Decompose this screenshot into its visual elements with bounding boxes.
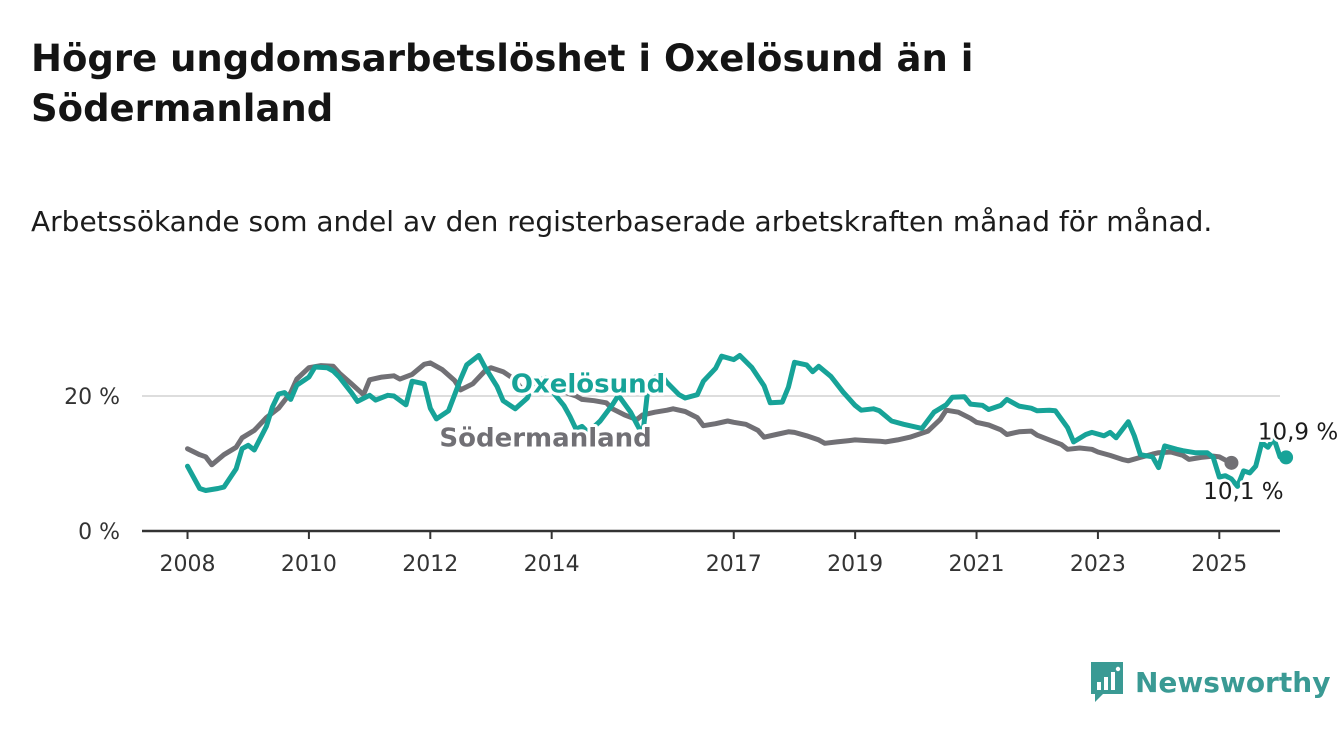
- x-tick-label: 2023: [1070, 552, 1126, 577]
- x-tick-label: 2012: [402, 552, 458, 577]
- series-line-sodermanland: [185, 360, 1234, 468]
- end-value-label-oxelosund: 10,9 %: [1258, 419, 1338, 445]
- y-tick-label: 0 %: [78, 520, 120, 545]
- end-value-label-sodermanland: 10,1 %: [1203, 479, 1283, 505]
- chart-subtitle: Arbetssökande som andel av den registerb…: [31, 205, 1213, 238]
- series-labels: Södermanland 10,1 % Oxelösund 10,9 %: [436, 367, 1340, 508]
- x-tick-label: 2019: [827, 552, 883, 577]
- tick-labels: 0 % 20 % 2008 2010 2012 2014 2017 2019 2021 2023 2…: [64, 385, 1247, 577]
- series-label-sodermanland: Södermanland: [439, 424, 651, 454]
- x-tick-label: 2014: [524, 552, 580, 577]
- x-tick-label: 2010: [281, 552, 337, 577]
- x-tick-label: 2021: [949, 552, 1005, 577]
- series-lines: [185, 353, 1294, 493]
- brand-name: Newsworthy: [1135, 665, 1331, 699]
- y-tick-label: 20 %: [64, 385, 120, 410]
- x-tick-label: 2008: [160, 552, 216, 577]
- newsworthy-logo: Newsworthy: [1089, 660, 1330, 704]
- line-chart: 0 % 20 % 2008 2010 2012 2014 2017 2019 2021 2023 2…: [64, 353, 1340, 577]
- chart-title: Högre ungdomsarbetslöshet i Oxelösund än…: [31, 37, 974, 130]
- series-line-oxelosund: [185, 353, 1289, 493]
- x-axis: [142, 529, 1280, 539]
- newsworthy-logo-icon: [1091, 662, 1123, 702]
- x-tick-label: 2017: [706, 552, 762, 577]
- x-tick-label: 2025: [1191, 552, 1247, 577]
- end-point-sodermanland: [1224, 455, 1239, 470]
- series-label-oxelosund: Oxelösund: [511, 370, 665, 400]
- end-point-oxelosund: [1279, 450, 1294, 465]
